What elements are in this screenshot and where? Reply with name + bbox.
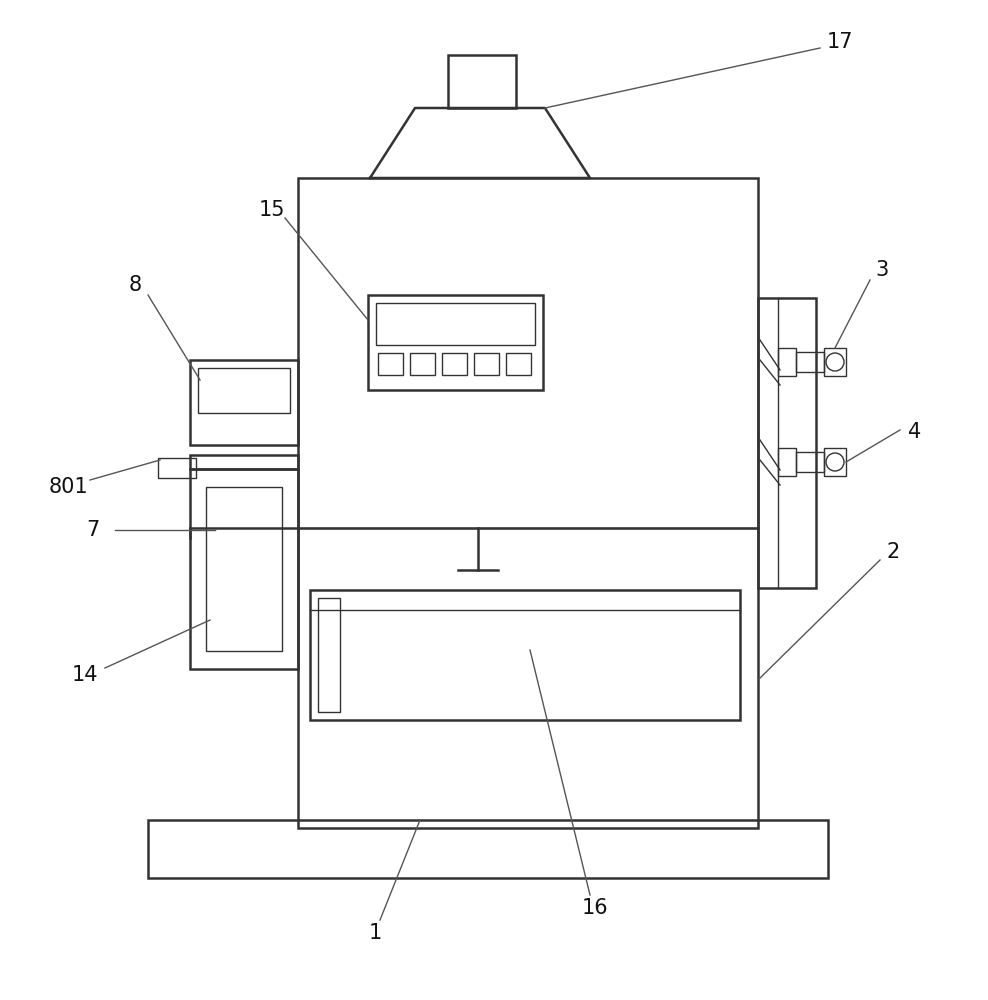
Text: 14: 14	[72, 665, 98, 685]
Bar	[824, 348, 846, 376]
Bar	[368, 295, 543, 390]
Bar	[410, 353, 435, 375]
Bar	[198, 368, 290, 413]
Text: 8: 8	[128, 275, 141, 295]
Bar	[448, 55, 516, 108]
Text: 17: 17	[827, 32, 854, 52]
Text: 3: 3	[875, 260, 888, 280]
Bar	[376, 303, 535, 345]
Text: 16: 16	[582, 898, 609, 918]
Text: 1: 1	[369, 923, 381, 943]
Bar	[148, 820, 828, 878]
Bar	[298, 178, 758, 828]
Text: 7: 7	[86, 520, 100, 540]
Bar	[796, 452, 824, 472]
Bar	[378, 353, 403, 375]
Bar	[758, 298, 816, 588]
Bar	[778, 348, 796, 376]
Bar	[474, 353, 499, 375]
Bar	[158, 458, 196, 478]
Text: 801: 801	[48, 477, 88, 497]
Bar	[778, 448, 796, 476]
Bar	[442, 353, 467, 375]
Text: 4: 4	[908, 422, 922, 442]
Bar	[824, 448, 846, 476]
Bar	[190, 469, 298, 669]
Bar	[206, 487, 282, 651]
Bar	[796, 352, 824, 372]
Text: 2: 2	[886, 542, 900, 562]
Bar	[310, 590, 740, 720]
Bar	[190, 360, 298, 445]
Bar	[190, 455, 298, 469]
Text: 15: 15	[259, 200, 286, 220]
Bar	[506, 353, 531, 375]
Bar	[318, 598, 340, 712]
